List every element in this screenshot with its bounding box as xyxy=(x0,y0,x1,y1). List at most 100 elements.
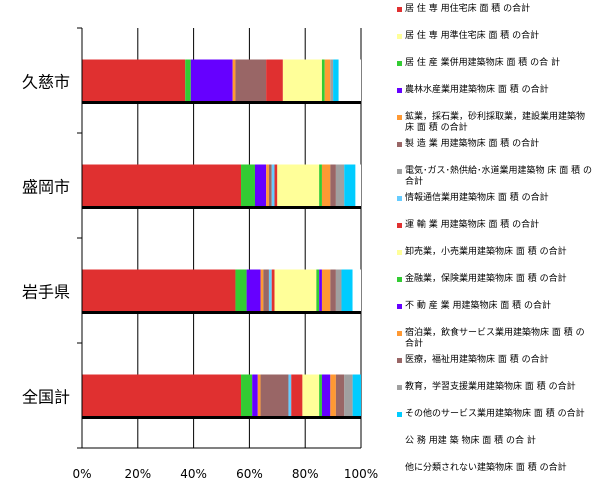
legend-label: 他に分類されない建築物床 面 積 の合計 xyxy=(405,463,567,473)
bar-segment xyxy=(241,374,253,417)
bar-segment xyxy=(252,374,258,417)
x-tick-label: 60% xyxy=(236,467,263,481)
bar-segment xyxy=(330,269,336,312)
x-tick-label: 20% xyxy=(124,467,151,481)
bar-segment xyxy=(266,59,283,102)
legend-item: その他のサービス業用建築物床 面 積 の合計 xyxy=(397,409,593,420)
bar-segment xyxy=(355,164,359,207)
bar-segment xyxy=(330,374,336,417)
legend-label: 居 住 産 業併用建築物床 面 積 の合 計 xyxy=(405,58,561,68)
x-tick-label: 40% xyxy=(180,467,207,481)
bar-segment xyxy=(263,269,269,312)
legend-item: 農林水産業用建築物床 面 積 の合計 xyxy=(397,85,593,96)
legend-label: その他のサービス業用建築物床 面 積 の合計 xyxy=(405,409,585,419)
legend-swatch xyxy=(397,304,402,309)
bar-segment xyxy=(321,374,331,417)
legend-item: 居 住 専 用準住宅床 面 積 の合計 xyxy=(397,31,593,42)
bar-segment xyxy=(330,164,336,207)
bar-segment xyxy=(330,59,334,102)
bar-segment xyxy=(291,374,303,417)
bar-segment xyxy=(321,269,331,312)
bar-segment xyxy=(268,164,272,207)
bar-segment xyxy=(246,269,261,312)
bar-segment xyxy=(266,164,269,207)
legend-swatch xyxy=(397,7,402,12)
legend-item: 運 輸 業 用建築物床 面 積 の合計 xyxy=(397,220,593,231)
x-tick-label: 80% xyxy=(292,467,319,481)
legend-swatch xyxy=(397,466,402,471)
legend-label: 卸売業，小売業用建築物床 面 積 の合計 xyxy=(405,247,567,257)
legend-item: 宿泊業，飲食サービス業用建築物床 面 積 の合計 xyxy=(397,328,593,350)
bar-segment xyxy=(82,269,236,312)
legend-item: 卸売業，小売業用建築物床 面 積 の合計 xyxy=(397,247,593,258)
legend-swatch xyxy=(397,196,402,201)
bar-segment xyxy=(344,374,353,417)
bar-segment xyxy=(352,374,361,417)
legend-swatch xyxy=(397,439,402,444)
legend-label: 居 住 専 用準住宅床 面 積 の合計 xyxy=(405,31,540,41)
bar-segment xyxy=(190,59,233,102)
bar-segment xyxy=(335,269,342,312)
bar-segment xyxy=(257,374,261,417)
legend-swatch xyxy=(397,223,402,228)
bar-segment xyxy=(82,374,242,417)
axes xyxy=(77,27,361,449)
legend-label: 不 動 産 業 用建築物床 面 積 の合計 xyxy=(405,301,552,311)
category-label: 盛岡市 xyxy=(22,178,70,197)
legend-item: 教育，学習支援業用建築物床 面 積 の合計 xyxy=(397,382,593,393)
legend-swatch xyxy=(397,412,402,417)
legend-item: 他に分類されない建築物床 面 積 の合計 xyxy=(397,463,593,474)
bar-segment xyxy=(254,164,267,207)
legend-label: 医療，福祉用建築物床 面 積 の合計 xyxy=(405,355,549,365)
bar-segment xyxy=(268,269,272,312)
bar-segment xyxy=(352,269,356,312)
legend-label: 運 輸 業 用建築物床 面 積 の合計 xyxy=(405,220,540,230)
bar-segment xyxy=(335,374,345,417)
category-label: 全国計 xyxy=(22,388,70,407)
bar-segment xyxy=(235,269,247,312)
legend-item: 居 住 専 用住宅床 面 積 の合計 xyxy=(397,4,593,15)
bar-segment xyxy=(341,269,353,312)
bar-segment xyxy=(321,59,325,102)
bar-segment xyxy=(355,269,361,312)
category-label: 岩手県 xyxy=(22,283,70,302)
legend-item: 鉱業，採石業，砂利採取業，建設業用建築物床 面 積 の合計 xyxy=(397,112,593,134)
x-tick-labels: 0% 20% 40% 60% 80% 100% xyxy=(72,467,378,481)
bar-segment xyxy=(316,269,320,312)
bar-segment xyxy=(333,59,339,102)
legend-item: 公 務 用建 築 物床 面 積 の合 計 xyxy=(397,436,593,447)
legend-label: 農林水産業用建築物床 面 積 の合計 xyxy=(405,85,549,95)
bar-segment xyxy=(344,164,356,207)
legend-swatch xyxy=(397,358,402,363)
legend-swatch xyxy=(397,277,402,282)
bar-segment xyxy=(288,374,292,417)
legend-label: 情報通信業用建築物床 面 積 の合計 xyxy=(405,193,549,203)
legend-item: 金融業，保険業用建築物床 面 積 の合計 xyxy=(397,274,593,285)
bar-segment xyxy=(260,374,289,417)
bar-segment xyxy=(319,374,322,417)
legend-swatch xyxy=(397,250,402,255)
legend-item: 情報通信業用建築物床 面 積 の合計 xyxy=(397,193,593,204)
legend-swatch xyxy=(397,385,402,390)
bar-segment xyxy=(302,374,320,417)
bar-segment xyxy=(324,59,331,102)
legend-swatch xyxy=(397,142,402,147)
legend-item: 不 動 産 業 用建築物床 面 積 の合計 xyxy=(397,301,593,312)
legend-item: 居 住 産 業併用建築物床 面 積 の合 計 xyxy=(397,58,593,69)
legend-item: 医療，福祉用建築物床 面 積 の合計 xyxy=(397,355,593,366)
legend-label: 製 造 業 用建築物床 面 積 の合計 xyxy=(405,139,540,149)
legend-label: 宿泊業，飲食サービス業用建築物床 面 積 の合計 xyxy=(405,328,585,349)
bars xyxy=(82,59,361,419)
x-tick-label: 0% xyxy=(72,467,91,481)
bar-segment xyxy=(274,164,278,207)
legend-label: 居 住 専 用住宅床 面 積 の合計 xyxy=(405,4,531,14)
bar-segment xyxy=(358,164,361,207)
bar-segment xyxy=(335,164,345,207)
bar-segment xyxy=(232,59,236,102)
legend-label: 電気･ガス･熱供給･水道業用建築物 床 面 積 の合計 xyxy=(405,166,592,187)
legend-swatch xyxy=(397,331,402,336)
legend-swatch xyxy=(397,169,402,174)
bar-segment xyxy=(82,59,186,102)
